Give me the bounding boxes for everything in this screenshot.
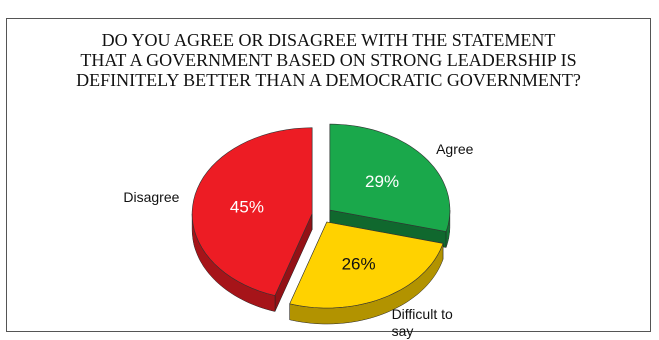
chart-title: DO YOU AGREE OR DISAGREE WITH THE STATEM… xyxy=(76,30,581,90)
pie-slice xyxy=(289,221,444,309)
category-label: Disagree xyxy=(123,188,180,205)
value-label: 26% xyxy=(342,254,376,273)
value-label: 29% xyxy=(365,172,399,191)
pie-slice xyxy=(191,127,313,296)
pie-slice xyxy=(329,123,451,232)
category-label: Agree xyxy=(436,141,474,158)
category-label: Difficult to say xyxy=(391,306,453,340)
value-label: 45% xyxy=(230,197,264,216)
chart-frame xyxy=(6,18,651,332)
